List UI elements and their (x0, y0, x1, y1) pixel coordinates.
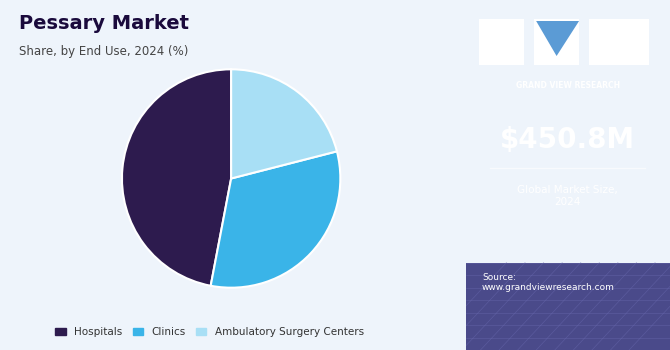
Wedge shape (210, 151, 340, 288)
Text: GRAND VIEW RESEARCH: GRAND VIEW RESEARCH (516, 80, 620, 90)
FancyBboxPatch shape (466, 262, 670, 350)
Text: Source:
www.grandviewresearch.com: Source: www.grandviewresearch.com (482, 273, 615, 292)
FancyBboxPatch shape (590, 19, 649, 65)
Polygon shape (536, 21, 579, 56)
Wedge shape (231, 69, 337, 178)
Text: $450.8M: $450.8M (500, 126, 635, 154)
Text: Global Market Size,
2024: Global Market Size, 2024 (517, 186, 618, 207)
Text: Pessary Market: Pessary Market (19, 14, 189, 33)
FancyBboxPatch shape (534, 19, 579, 65)
Legend: Hospitals, Clinics, Ambulatory Surgery Centers: Hospitals, Clinics, Ambulatory Surgery C… (51, 323, 368, 341)
Wedge shape (122, 69, 231, 286)
FancyBboxPatch shape (479, 19, 524, 65)
Text: Share, by End Use, 2024 (%): Share, by End Use, 2024 (%) (19, 46, 188, 58)
